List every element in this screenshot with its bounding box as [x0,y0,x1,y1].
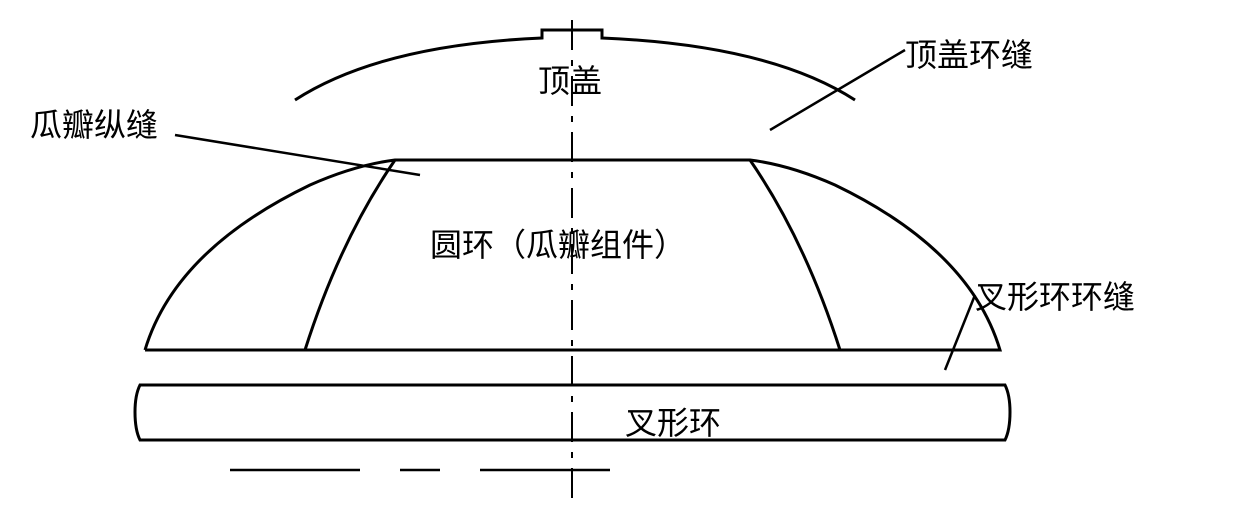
label-top-cover: 顶盖 [538,56,602,102]
label-ring-assembly: 圆环（瓜瓣组件） [430,220,686,266]
diagram-container: 顶盖 顶盖环缝 瓜瓣纵缝 圆环（瓜瓣组件） 叉形环环缝 叉形环 [0,0,1240,510]
label-top-cover-seam: 顶盖环缝 [905,30,1033,76]
label-fork-ring: 叉形环 [625,398,721,444]
label-fork-ring-seam: 叉形环环缝 [975,272,1135,318]
label-petal-seam: 瓜瓣纵缝 [30,100,158,146]
